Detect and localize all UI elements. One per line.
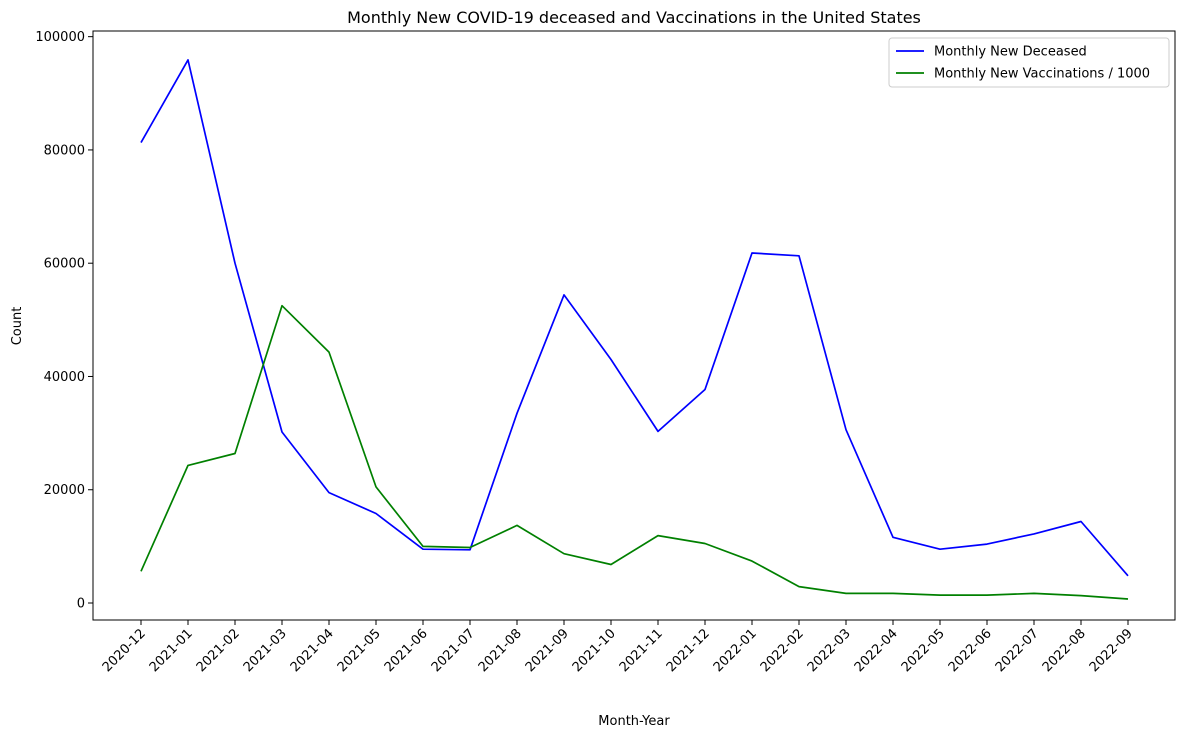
plot-area — [92, 30, 1176, 621]
x-tick-label: 2022-01 — [711, 626, 760, 675]
y-axis-label: Count — [10, 307, 25, 346]
legend-label-1: Monthly New Vaccinations / 1000 — [934, 67, 1150, 82]
x-tick-label: 2021-12 — [664, 626, 713, 675]
y-tick-label: 0 — [77, 597, 85, 612]
x-tick-label: 2022-08 — [1040, 626, 1089, 675]
x-tick-label: 2022-04 — [852, 626, 901, 675]
legend-frame — [888, 37, 1170, 88]
x-tick-label: 2021-05 — [335, 626, 384, 675]
legend: Monthly New Deceased Monthly New Vaccinat… — [888, 37, 1170, 88]
x-tick-label: 2022-07 — [993, 626, 1042, 675]
y-tick-label: 40000 — [44, 370, 85, 385]
x-tick-label: 2021-09 — [523, 626, 572, 675]
x-tick-label: 2021-08 — [476, 626, 525, 675]
x-tick-label: 2022-03 — [805, 626, 854, 675]
legend-label-0: Monthly New Deceased — [934, 45, 1087, 60]
chart-title: Monthly New COVID-19 deceased and Vaccin… — [347, 8, 921, 27]
x-tick-label: 2022-09 — [1087, 626, 1136, 675]
series-lines — [140, 59, 1129, 600]
series-line-1 — [140, 304, 1129, 600]
y-tick-label: 100000 — [35, 30, 85, 45]
series-line-0 — [140, 59, 1129, 577]
x-tick-label: 2021-07 — [429, 626, 478, 675]
y-tick-label: 60000 — [44, 257, 85, 272]
x-tick-label: 2021-06 — [382, 626, 431, 675]
y-axis-ticks: 0 20000 40000 60000 80000 100000 — [35, 30, 93, 612]
x-axis-label: Month-Year — [598, 714, 670, 729]
x-tick-label: 2022-05 — [899, 626, 948, 675]
y-tick-label: 20000 — [44, 483, 85, 498]
x-axis-ticks: 2020-122021-012021-022021-032021-042021-… — [100, 620, 1136, 675]
x-tick-label: 2021-10 — [570, 626, 619, 675]
x-tick-label: 2020-12 — [100, 626, 149, 675]
x-tick-label: 2021-03 — [241, 626, 290, 675]
x-tick-label: 2021-04 — [288, 626, 337, 675]
x-tick-label: 2022-06 — [946, 626, 995, 675]
x-tick-label: 2021-11 — [617, 626, 666, 675]
x-tick-label: 2021-01 — [147, 626, 196, 675]
y-tick-label: 80000 — [44, 143, 85, 158]
x-tick-label: 2021-02 — [194, 626, 243, 675]
x-tick-label: 2022-02 — [758, 626, 807, 675]
